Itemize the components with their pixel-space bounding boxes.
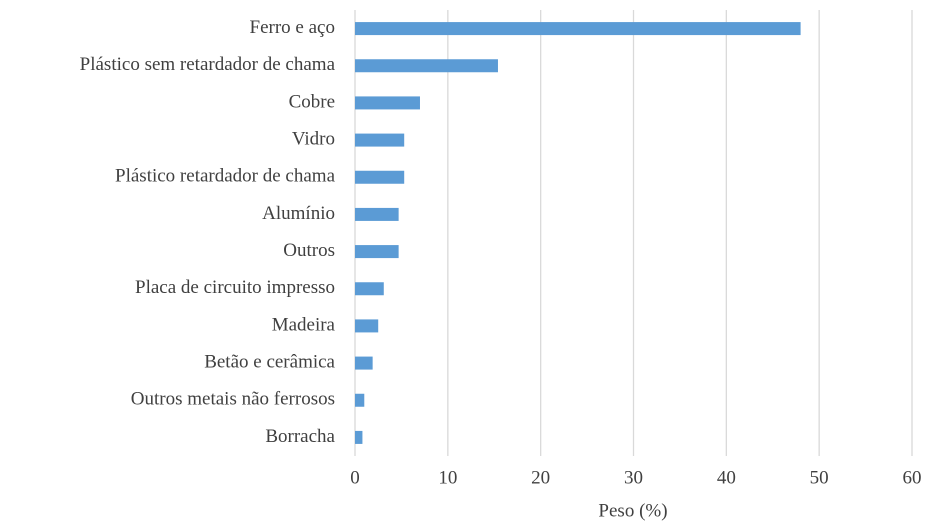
y-tick-label: Cobre — [289, 91, 335, 112]
y-tick-label: Borracha — [265, 426, 335, 447]
y-tick-label: Outros — [283, 240, 335, 261]
bar — [355, 430, 363, 444]
x-tick-label: 60 — [903, 467, 922, 488]
x-tick-label: 30 — [624, 467, 643, 488]
y-tick-label: Placa de circuito impresso — [135, 277, 335, 298]
bar — [355, 245, 399, 259]
bar — [355, 22, 801, 36]
x-tick-label: 0 — [350, 467, 360, 488]
y-tick-label: Ferro e aço — [250, 17, 335, 38]
bar — [355, 96, 420, 110]
x-tick-label: 20 — [531, 467, 550, 488]
bar — [355, 207, 399, 221]
y-tick-label: Vidro — [292, 128, 335, 149]
bar — [355, 133, 405, 147]
y-tick-label: Madeira — [272, 314, 336, 335]
x-axis-title: Peso (%) — [598, 500, 667, 521]
bar — [355, 319, 379, 333]
x-tick-label: 40 — [717, 467, 736, 488]
bar — [355, 356, 373, 370]
y-tick-label: Outros metais não ferrosos — [131, 389, 335, 410]
y-tick-label: Plástico retardador de chama — [115, 166, 336, 187]
y-tick-label: Alumínio — [262, 203, 335, 224]
x-tick-label: 50 — [810, 467, 829, 488]
x-tick-label: 10 — [438, 467, 457, 488]
y-tick-label: Plástico sem retardador de chama — [80, 54, 336, 75]
y-tick-label: Betão e cerâmica — [204, 351, 335, 372]
bar — [355, 393, 365, 407]
bar — [355, 170, 405, 184]
bar — [355, 59, 498, 73]
bar — [355, 282, 384, 296]
